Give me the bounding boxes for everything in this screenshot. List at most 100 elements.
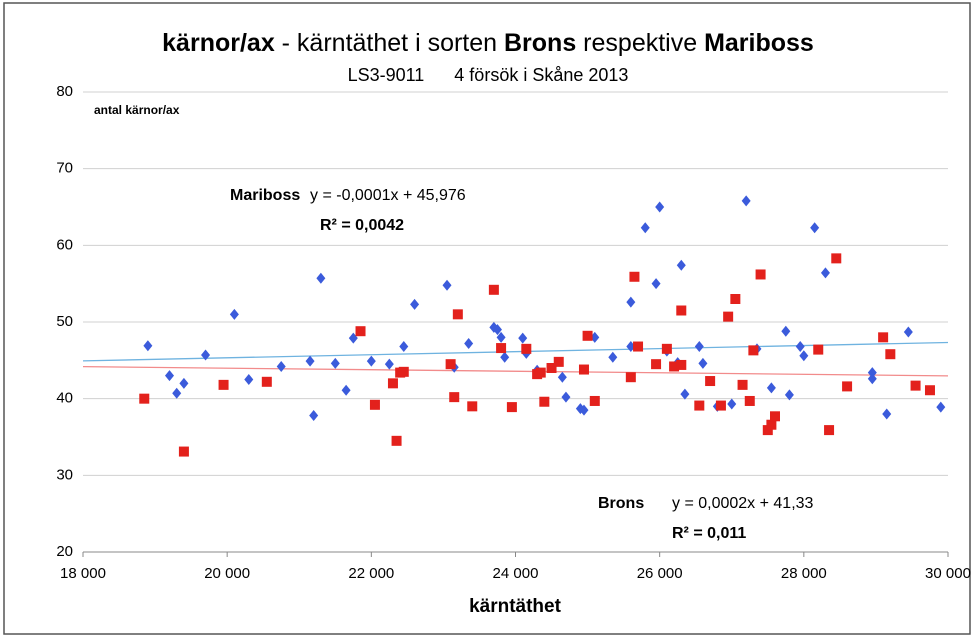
- point: [305, 355, 315, 367]
- point: [766, 419, 777, 430]
- title-part: - kärntäthet i sorten: [275, 29, 504, 57]
- point: [820, 267, 830, 279]
- point: [625, 372, 636, 383]
- x-tick-label: 22 000: [348, 565, 394, 582]
- x-tick-label: 30 000: [925, 565, 971, 582]
- point: [924, 385, 935, 396]
- x-tick-label: 26 000: [637, 565, 683, 582]
- point: [244, 374, 254, 385]
- point: [589, 395, 600, 406]
- point: [723, 311, 734, 322]
- point: [143, 340, 153, 352]
- point: [936, 401, 946, 413]
- series-label: Brons: [598, 495, 644, 512]
- point: [442, 279, 452, 291]
- point: [539, 396, 550, 407]
- point: [831, 253, 842, 264]
- point: [546, 363, 557, 373]
- title-part: Brons: [504, 29, 576, 57]
- point: [369, 399, 380, 410]
- point: [557, 371, 567, 383]
- point: [496, 331, 506, 343]
- point: [179, 377, 189, 389]
- point: [676, 359, 687, 370]
- y-tick-label: 30: [56, 466, 73, 483]
- point: [813, 344, 824, 355]
- point: [784, 389, 794, 401]
- point: [824, 425, 835, 436]
- point: [535, 367, 546, 378]
- point: [755, 269, 766, 280]
- point: [694, 341, 704, 353]
- point: [582, 330, 593, 341]
- point: [391, 435, 402, 446]
- point: [165, 370, 174, 382]
- point: [737, 379, 748, 390]
- point: [730, 294, 741, 304]
- point: [694, 400, 705, 411]
- trend-equation: y = 0,0002x + 41,33: [672, 495, 814, 512]
- r-squared: R² = 0,0042: [320, 217, 404, 234]
- point: [521, 343, 532, 354]
- point: [506, 402, 517, 413]
- point: [561, 391, 571, 403]
- x-tick-label: 28 000: [781, 565, 827, 582]
- point: [366, 355, 376, 367]
- point: [276, 360, 286, 372]
- point: [341, 384, 351, 396]
- point: [172, 387, 182, 399]
- point: [629, 271, 640, 282]
- point: [867, 373, 877, 385]
- point: [553, 356, 564, 367]
- title-part: kärnor/ax: [162, 29, 275, 57]
- point: [445, 359, 456, 370]
- point: [727, 398, 737, 410]
- point: [680, 388, 690, 400]
- point: [669, 361, 680, 372]
- point: [715, 400, 726, 411]
- y-tick-label: 70: [56, 160, 73, 177]
- point: [799, 350, 809, 362]
- point: [676, 259, 686, 271]
- point: [309, 410, 319, 422]
- point: [139, 393, 150, 404]
- point: [488, 284, 499, 295]
- point: [316, 272, 326, 284]
- point: [795, 341, 805, 353]
- point: [885, 349, 896, 360]
- chart-border: [3, 2, 971, 635]
- point: [651, 278, 661, 290]
- point: [398, 366, 409, 377]
- point: [387, 378, 398, 389]
- point: [452, 309, 463, 320]
- point: [218, 379, 229, 390]
- point: [655, 201, 665, 213]
- point: [878, 332, 889, 343]
- point: [178, 446, 189, 457]
- point: [496, 343, 507, 354]
- point: [651, 359, 662, 370]
- point: [410, 298, 420, 310]
- point: [449, 392, 460, 403]
- point: [810, 222, 820, 234]
- point: [579, 404, 589, 416]
- r-squared: R² = 0,011: [672, 525, 746, 542]
- point: [467, 401, 478, 412]
- point: [910, 380, 921, 391]
- point: [762, 425, 773, 436]
- point: [608, 351, 618, 363]
- y-tick-label: 80: [56, 83, 73, 100]
- y-tick-label: 20: [56, 543, 73, 560]
- point: [698, 357, 708, 369]
- point: [640, 222, 650, 234]
- point: [867, 367, 877, 379]
- point: [882, 408, 892, 420]
- point: [842, 381, 853, 392]
- point: [744, 395, 755, 406]
- y-tick-label: 40: [56, 390, 73, 407]
- point: [464, 337, 474, 349]
- x-tick-label: 18 000: [60, 565, 106, 582]
- x-axis-label: kärntäthet: [469, 596, 562, 617]
- trend-equation: y = -0,0001x + 45,976: [310, 187, 466, 204]
